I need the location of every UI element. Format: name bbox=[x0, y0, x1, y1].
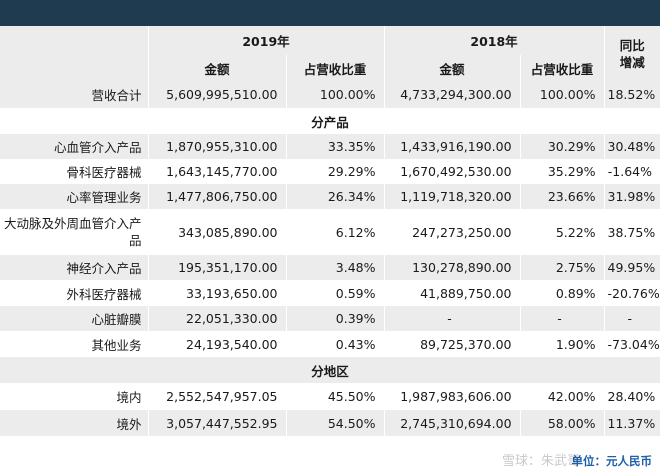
share-2019: 0.39% bbox=[285, 306, 385, 331]
amount-2019: 3,057,447,552.95 bbox=[147, 410, 286, 436]
header-row-metrics: 金额 占营收比重 金额 占营收比重 bbox=[0, 55, 660, 81]
header-row-years: 2019年 2018年 同比 增减 bbox=[0, 26, 660, 81]
header-amount-2019: 金额 bbox=[147, 55, 286, 81]
header-blank bbox=[0, 26, 148, 55]
yoy-change: - bbox=[603, 306, 660, 331]
yoy-change: 30.48% bbox=[603, 134, 660, 159]
row-label: 大动脉及外周血管介入产品 bbox=[0, 209, 148, 255]
row-label: 境外 bbox=[0, 410, 148, 436]
amount-2019: 2,552,547,957.05 bbox=[147, 383, 286, 410]
share-2019: 45.50% bbox=[285, 383, 385, 410]
row-label: 境内 bbox=[0, 383, 148, 410]
section-title-region: 分地区 bbox=[0, 357, 660, 383]
share-2019: 0.43% bbox=[285, 331, 385, 357]
table-row: 骨科医疗器械 1,643,145,770.00 29.29% 1,670,492… bbox=[0, 159, 660, 184]
row-label: 心血管介入产品 bbox=[0, 134, 148, 159]
yoy-change: -1.64% bbox=[603, 159, 660, 184]
row-label: 营收合计 bbox=[0, 81, 148, 108]
share-2018: 1.90% bbox=[519, 331, 605, 357]
yoy-change: 49.95% bbox=[603, 255, 660, 280]
yoy-change: 31.98% bbox=[603, 184, 660, 209]
section-row-region: 分地区 bbox=[0, 357, 660, 383]
yoy-change: 38.75% bbox=[603, 209, 660, 255]
share-2018: 100.00% bbox=[519, 81, 605, 108]
amount-2018: 41,889,750.00 bbox=[383, 280, 521, 306]
share-2018: 23.66% bbox=[519, 184, 605, 209]
yoy-change: 18.52% bbox=[603, 81, 660, 108]
table-row: 大动脉及外周血管介入产品 343,085,890.00 6.12% 247,27… bbox=[0, 209, 660, 255]
table-row: 心率管理业务 1,477,806,750.00 26.34% 1,119,718… bbox=[0, 184, 660, 209]
row-label: 神经介入产品 bbox=[0, 255, 148, 280]
yoy-change: 11.37% bbox=[603, 410, 660, 436]
revenue-table: 2019年 2018年 同比 增减 金额 占营收比重 金额 占营收比重 营收合计… bbox=[0, 26, 660, 436]
amount-2019: 1,643,145,770.00 bbox=[147, 159, 286, 184]
share-2018: 0.89% bbox=[519, 280, 605, 306]
top-banner bbox=[0, 0, 660, 26]
share-2019: 0.59% bbox=[285, 280, 385, 306]
yoy-change: -73.04% bbox=[603, 331, 660, 357]
header-blank-2 bbox=[0, 55, 148, 81]
unit-note: 单位：元人民币 bbox=[571, 454, 653, 468]
amount-2018: 1,119,718,320.00 bbox=[383, 184, 521, 209]
header-yoy: 同比 增减 bbox=[603, 26, 660, 81]
header-share-2019: 占营收比重 bbox=[285, 55, 385, 81]
amount-2019: 5,609,995,510.00 bbox=[147, 81, 286, 108]
share-2019: 3.48% bbox=[285, 255, 385, 280]
amount-2018: 130,278,890.00 bbox=[383, 255, 521, 280]
amount-2018: 89,725,370.00 bbox=[383, 331, 521, 357]
section-title-product: 分产品 bbox=[0, 108, 660, 134]
amount-2019: 22,051,330.00 bbox=[147, 306, 286, 331]
row-label: 骨科医疗器械 bbox=[0, 159, 148, 184]
header-2019: 2019年 bbox=[147, 26, 385, 55]
amount-2018: 2,745,310,694.00 bbox=[383, 410, 521, 436]
yoy-change: -20.76% bbox=[603, 280, 660, 306]
share-2019: 33.35% bbox=[285, 134, 385, 159]
amount-2019: 195,351,170.00 bbox=[147, 255, 286, 280]
amount-2018: 4,733,294,300.00 bbox=[383, 81, 521, 108]
row-label: 其他业务 bbox=[0, 331, 148, 357]
table-row: 其他业务 24,193,540.00 0.43% 89,725,370.00 1… bbox=[0, 331, 660, 357]
share-2019: 26.34% bbox=[285, 184, 385, 209]
share-2018: 35.29% bbox=[519, 159, 605, 184]
share-2018: 2.75% bbox=[519, 255, 605, 280]
table-row: 神经介入产品 195,351,170.00 3.48% 130,278,890.… bbox=[0, 255, 660, 280]
amount-2018: 1,433,916,190.00 bbox=[383, 134, 521, 159]
header-amount-2018: 金额 bbox=[383, 55, 521, 81]
share-2018: 42.00% bbox=[519, 383, 605, 410]
share-2018: - bbox=[519, 306, 605, 331]
table-row: 外科医疗器械 33,193,650.00 0.59% 41,889,750.00… bbox=[0, 280, 660, 306]
share-2019: 29.29% bbox=[285, 159, 385, 184]
table-row: 心脏瓣膜 22,051,330.00 0.39% - - - bbox=[0, 306, 660, 331]
amount-2018: - bbox=[383, 306, 521, 331]
share-2018: 5.22% bbox=[519, 209, 605, 255]
total-row: 营收合计 5,609,995,510.00 100.00% 4,733,294,… bbox=[0, 81, 660, 108]
share-2019: 54.50% bbox=[285, 410, 385, 436]
share-2019: 6.12% bbox=[285, 209, 385, 255]
amount-2019: 24,193,540.00 bbox=[147, 331, 286, 357]
yoy-change: 28.40% bbox=[603, 383, 660, 410]
header-yoy-line1: 同比 bbox=[619, 37, 645, 53]
row-label: 心脏瓣膜 bbox=[0, 306, 148, 331]
amount-2018: 1,670,492,530.00 bbox=[383, 159, 521, 184]
share-2019: 100.00% bbox=[285, 81, 385, 108]
header-share-2018: 占营收比重 bbox=[519, 55, 605, 81]
section-row-product: 分产品 bbox=[0, 108, 660, 134]
table-row: 心血管介入产品 1,870,955,310.00 33.35% 1,433,91… bbox=[0, 134, 660, 159]
amount-2019: 1,477,806,750.00 bbox=[147, 184, 286, 209]
row-label: 外科医疗器械 bbox=[0, 280, 148, 306]
share-2018: 30.29% bbox=[519, 134, 605, 159]
amount-2019: 1,870,955,310.00 bbox=[147, 134, 286, 159]
watermark: 雪球：朱武哥 bbox=[501, 454, 580, 469]
share-2018: 58.00% bbox=[519, 410, 605, 436]
header-yoy-line2: 增减 bbox=[619, 54, 645, 70]
amount-2019: 343,085,890.00 bbox=[147, 209, 286, 255]
table-row: 境外 3,057,447,552.95 54.50% 2,745,310,694… bbox=[0, 410, 660, 436]
row-label: 心率管理业务 bbox=[0, 184, 148, 209]
amount-2018: 1,987,983,606.00 bbox=[383, 383, 521, 410]
table-row: 境内 2,552,547,957.05 45.50% 1,987,983,606… bbox=[0, 383, 660, 410]
header-2018: 2018年 bbox=[383, 26, 605, 55]
amount-2018: 247,273,250.00 bbox=[383, 209, 521, 255]
amount-2019: 33,193,650.00 bbox=[147, 280, 286, 306]
